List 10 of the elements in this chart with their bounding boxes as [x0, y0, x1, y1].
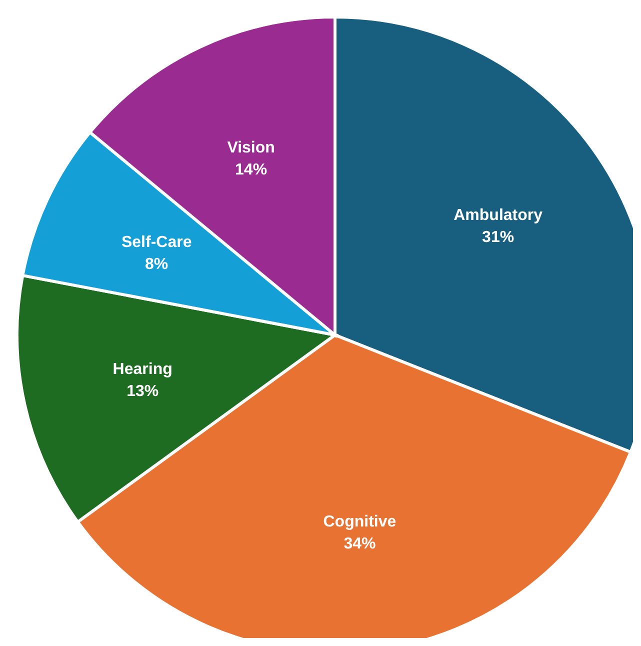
slice-label: Hearing [112, 361, 172, 378]
data-label: 8% [145, 256, 168, 274]
slice-label: Cognitive [323, 514, 396, 531]
data-label: 31% [482, 229, 514, 246]
slice-label: Ambulatory [454, 207, 543, 224]
data-label: 13% [126, 383, 159, 400]
slice-label: Self-Care [121, 234, 192, 252]
data-label: 34% [344, 536, 376, 553]
data-label: 14% [235, 162, 268, 179]
slice-label: Vision [227, 140, 275, 157]
